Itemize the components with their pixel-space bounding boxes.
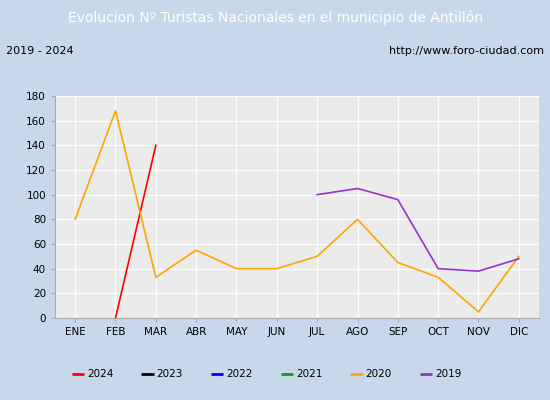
Text: 2023: 2023 xyxy=(157,369,183,379)
Text: 2021: 2021 xyxy=(296,369,322,379)
Text: 2020: 2020 xyxy=(366,369,392,379)
Text: Evolucion Nº Turistas Nacionales en el municipio de Antillón: Evolucion Nº Turistas Nacionales en el m… xyxy=(68,11,482,25)
Text: http://www.foro-ciudad.com: http://www.foro-ciudad.com xyxy=(389,46,544,56)
Text: 2019 - 2024: 2019 - 2024 xyxy=(6,46,73,56)
Text: 2022: 2022 xyxy=(226,369,252,379)
Text: 2019: 2019 xyxy=(435,369,461,379)
Text: 2024: 2024 xyxy=(87,369,113,379)
